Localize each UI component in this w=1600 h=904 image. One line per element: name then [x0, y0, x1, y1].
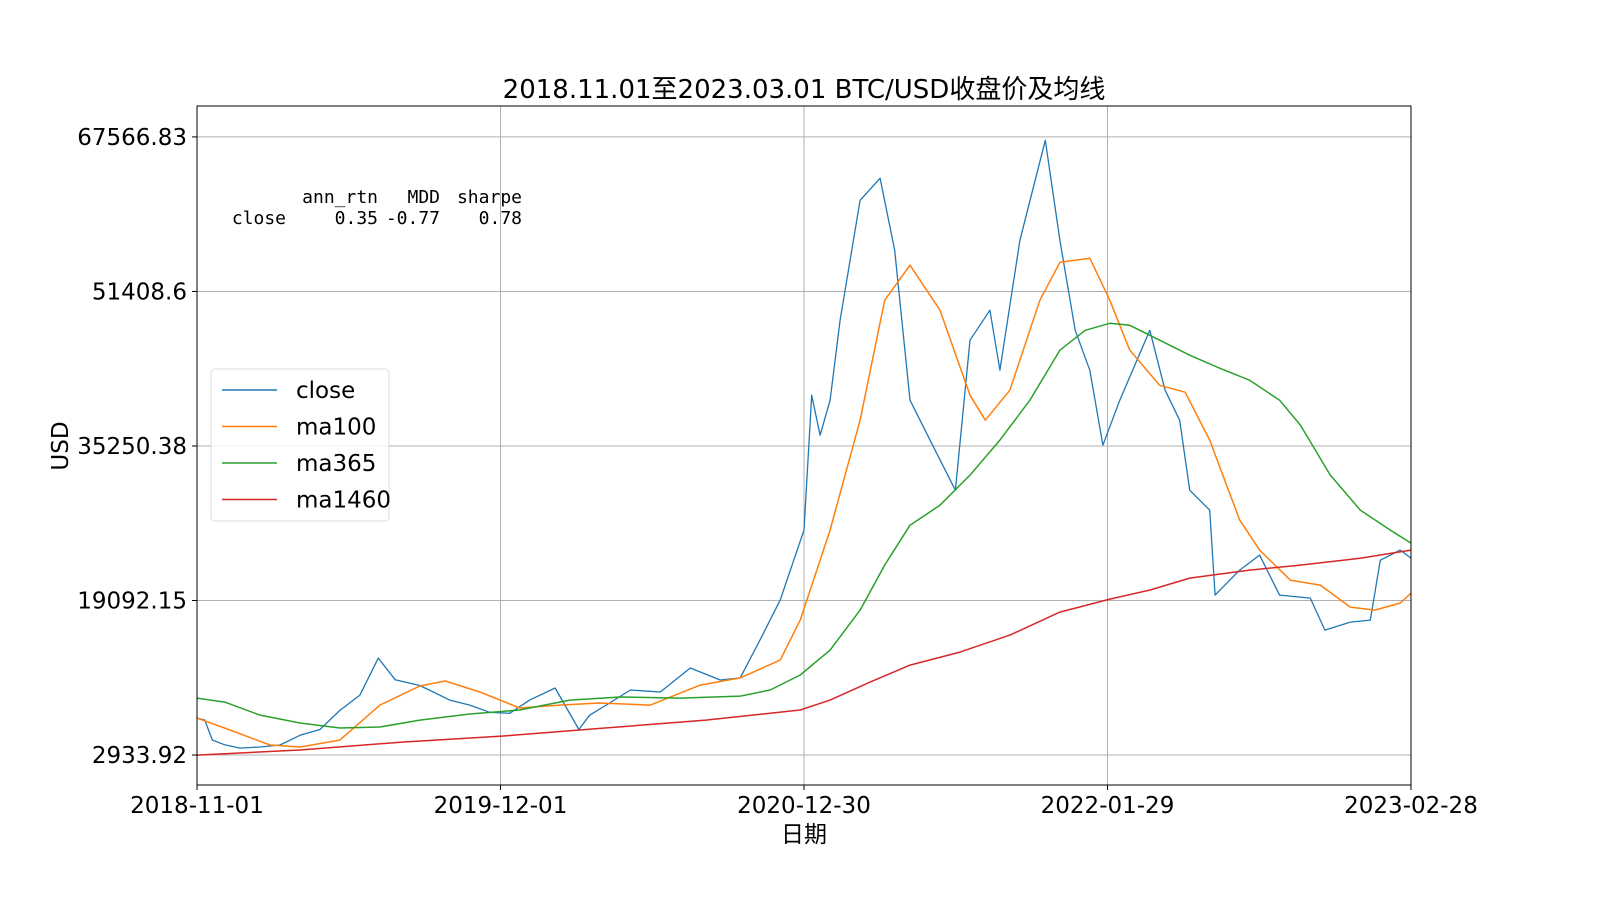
y-tick-label: 67566.83 — [77, 125, 187, 151]
x-tick-label: 2018-11-01 — [130, 793, 264, 819]
stats-table: ann_rtn MDD sharpe close 0.35 -0.77 0.78 — [232, 187, 522, 229]
legend-box — [210, 368, 390, 522]
x-tick-label: 2020-12-30 — [737, 793, 871, 819]
series-lines — [196, 139, 1412, 756]
legend-label-close: close — [296, 378, 355, 404]
x-tick-label: 2019-12-01 — [434, 793, 568, 819]
y-tick-label: 2933.92 — [92, 743, 187, 769]
legend-label-ma365: ma365 — [296, 451, 376, 477]
legend-label-ma1460: ma1460 — [296, 488, 391, 514]
y-tick-label: 51408.6 — [92, 279, 187, 305]
chart-title: 2018.11.01至2023.03.01 BTC/USD收盘价及均线 — [503, 75, 1106, 105]
y-axis-label: USD — [48, 421, 74, 470]
x-tick-label: 2023-02-28 — [1344, 793, 1478, 819]
series-line-ma365 — [196, 322, 1412, 729]
stats-header-ann-rtn: ann_rtn — [302, 187, 378, 208]
series-line-close — [196, 139, 1412, 749]
x-axis: 2018-11-01 2019-12-01 2020-12-30 2022-01-29… — [130, 785, 1478, 819]
y-tick-label: 35250.38 — [77, 434, 187, 460]
stats-row-label: close — [232, 208, 286, 229]
x-axis-label: 日期 — [781, 822, 827, 848]
y-tick-label: 19092.15 — [77, 589, 187, 615]
stats-mdd-value: -0.77 — [386, 208, 440, 229]
y-axis: 2933.92 19092.15 35250.38 51408.6 67566.83 — [77, 125, 197, 769]
series-line-ma100 — [196, 257, 1412, 748]
stats-sharpe-value: 0.78 — [479, 208, 522, 229]
legend-label-ma100: ma100 — [296, 415, 376, 441]
x-tick-label: 2022-01-29 — [1041, 793, 1175, 819]
stats-header-mdd: MDD — [407, 187, 440, 208]
stats-ann-rtn-value: 0.35 — [335, 208, 378, 229]
grid — [196, 106, 1412, 785]
series-line-ma1460 — [196, 549, 1412, 756]
stats-header-sharpe: sharpe — [457, 187, 522, 208]
legend: close ma100 ma365 ma1460 — [210, 368, 391, 522]
